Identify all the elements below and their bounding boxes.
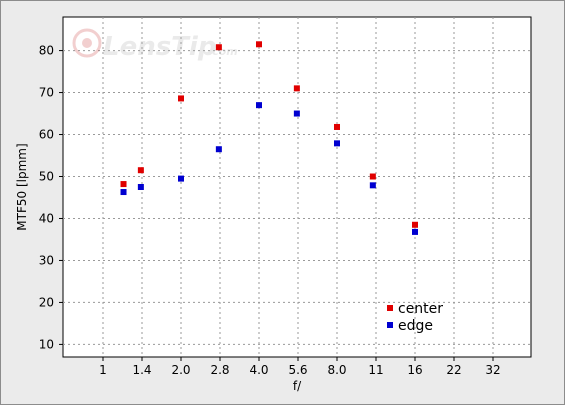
legend-edge-label: edge xyxy=(398,318,433,334)
data-points xyxy=(120,41,418,235)
lenstip-logo-inner-icon xyxy=(82,38,92,48)
x-axis-ticks: 1 1.4 2.0 2.8 4.0 5.6 8.0 11 16 22 32 xyxy=(99,357,501,377)
y-tick-label: 50 xyxy=(39,170,54,184)
x-tick-label: 1 xyxy=(99,363,107,377)
data-point-edge xyxy=(137,184,144,190)
data-point-edge xyxy=(369,182,376,189)
legend-center-label: center xyxy=(398,301,443,317)
x-tick-label: 2.8 xyxy=(210,363,229,377)
data-point-center xyxy=(256,41,262,48)
data-point-center xyxy=(369,173,376,180)
y-axis-ticks: 10 20 30 40 50 60 70 80 xyxy=(39,44,63,351)
grid-lines xyxy=(63,17,531,357)
x-tick-label: 32 xyxy=(485,363,500,377)
data-point-center xyxy=(215,44,222,51)
data-point-edge xyxy=(256,102,262,109)
data-point-center xyxy=(120,181,127,188)
watermark-text: LensTip xyxy=(103,32,216,62)
data-point-edge xyxy=(293,110,300,117)
x-tick-label: 5.6 xyxy=(288,363,307,377)
lenstip-watermark: LensTip .com xyxy=(72,28,238,62)
legend: center edge xyxy=(387,301,443,334)
y-tick-label: 80 xyxy=(39,44,54,58)
data-point-edge xyxy=(215,146,222,153)
data-point-edge xyxy=(412,228,418,235)
y-tick-label: 10 xyxy=(39,337,54,351)
y-tick-label: 40 xyxy=(39,211,54,225)
y-tick-label: 20 xyxy=(39,295,54,309)
x-tick-label: 8.0 xyxy=(327,363,346,377)
y-tick-label: 60 xyxy=(39,128,54,142)
data-point-edge xyxy=(334,140,340,147)
watermark-suffix: .com xyxy=(208,45,238,58)
data-point-edge xyxy=(120,189,127,196)
data-point-center xyxy=(334,123,340,130)
data-point-edge xyxy=(178,175,184,182)
x-tick-label: 1.4 xyxy=(132,363,151,377)
plot-area xyxy=(62,16,532,358)
x-tick-label: 16 xyxy=(407,363,422,377)
lenstip-logo-icon xyxy=(72,28,102,58)
x-tick-label: 4.0 xyxy=(249,363,268,377)
x-tick-label: 2.0 xyxy=(171,363,190,377)
y-tick-label: 30 xyxy=(39,253,54,267)
x-tick-label: 22 xyxy=(446,363,461,377)
x-tick-label: 11 xyxy=(368,363,383,377)
data-point-center xyxy=(137,167,144,174)
data-point-center xyxy=(412,221,418,228)
x-axis-title: f/ xyxy=(293,379,302,393)
y-axis-title: MTF50 [lpmm] xyxy=(15,143,29,230)
y-tick-label: 70 xyxy=(39,86,54,100)
legend-edge-marker xyxy=(387,322,393,328)
data-point-center xyxy=(293,85,300,92)
legend-center-marker xyxy=(387,305,393,311)
data-point-center xyxy=(178,95,184,102)
